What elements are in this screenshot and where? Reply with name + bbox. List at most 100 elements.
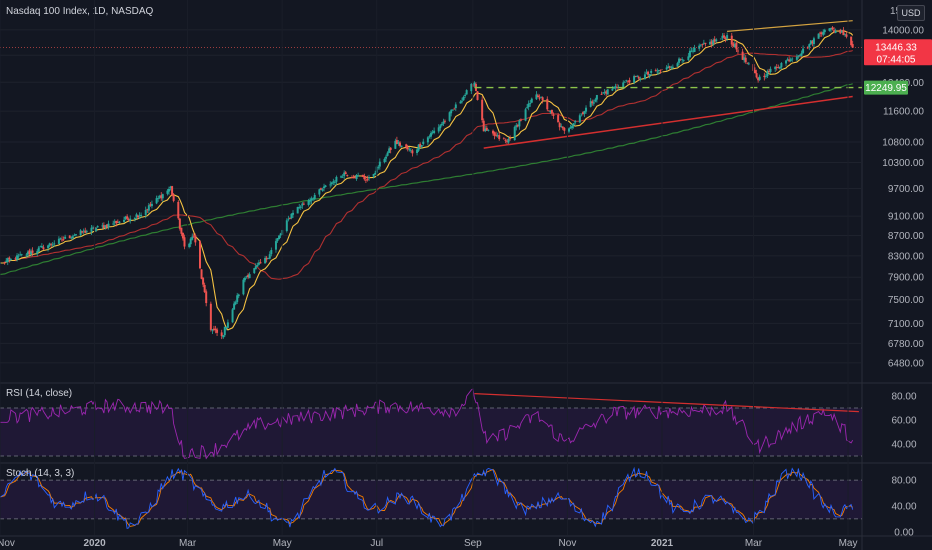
candle-body	[850, 36, 853, 46]
last-price-tag	[864, 39, 932, 66]
candle-body	[233, 303, 236, 310]
candle-body	[189, 238, 192, 245]
candle-body	[419, 143, 422, 148]
candle-body	[350, 177, 353, 178]
candle-body	[147, 205, 150, 211]
candle-body	[357, 175, 360, 177]
candle-body	[242, 279, 245, 295]
candle-body	[495, 134, 498, 136]
candle-body	[612, 87, 615, 89]
candle-body	[549, 110, 552, 113]
candle-body	[299, 206, 302, 208]
candle-body	[53, 243, 56, 245]
price-tick-label: 9700.00	[888, 184, 925, 195]
candle-body	[430, 133, 432, 137]
candle-body	[361, 174, 364, 177]
time-tick-label: 2021	[651, 538, 674, 549]
candle-body	[124, 216, 127, 220]
candle-body	[309, 199, 312, 202]
candle-body	[634, 75, 637, 77]
time-tick-label: Nov	[0, 538, 15, 549]
candle-body	[715, 39, 718, 42]
candle-body	[535, 94, 538, 100]
candle-body	[437, 127, 440, 132]
candle-body	[526, 107, 529, 109]
candle-body	[833, 30, 836, 32]
price-tick-label: 7100.00	[888, 319, 925, 330]
candle-body	[592, 102, 595, 104]
price-tick-label: 10800.00	[882, 138, 924, 149]
candle-body	[389, 147, 392, 150]
candle-body	[611, 88, 614, 91]
time-tick-label: Nov	[559, 538, 577, 549]
candle-body	[267, 258, 270, 260]
candle-body	[636, 76, 639, 77]
candle-body	[136, 215, 139, 218]
candle-body	[583, 110, 586, 114]
candle-body	[780, 63, 783, 68]
candle-body	[637, 76, 640, 79]
candle-body	[823, 29, 826, 33]
candle-body	[200, 269, 203, 279]
candle-body	[690, 50, 693, 52]
candle-body	[150, 203, 153, 207]
candle-body	[264, 257, 267, 264]
candle-body	[763, 75, 766, 78]
candle-body	[177, 201, 180, 219]
candle-body	[766, 70, 769, 77]
candle-body	[567, 128, 570, 132]
candle-body	[812, 38, 815, 45]
candle-body	[144, 210, 147, 215]
time-tick-label: Jul	[370, 538, 383, 549]
candle-body	[95, 228, 98, 231]
candle-body	[79, 230, 82, 236]
candle-body	[519, 119, 522, 121]
stoch-tick-label: 0.00	[894, 527, 914, 538]
candle-body	[572, 123, 575, 126]
candle-body	[785, 60, 788, 64]
candle-body	[30, 251, 33, 255]
candle-body	[828, 28, 831, 31]
rising-trendline	[483, 95, 853, 149]
candle-body	[450, 110, 453, 114]
candle-body	[214, 328, 217, 331]
candle-body	[578, 115, 581, 123]
candle-body	[571, 125, 574, 129]
countdown-value: 07:44:05	[877, 54, 916, 65]
candle-body	[155, 198, 158, 204]
candle-body	[806, 47, 809, 49]
rsi-tick-label: 60.00	[891, 416, 916, 427]
candle-body	[140, 214, 143, 217]
candle-body	[231, 309, 234, 323]
candle-body	[59, 238, 62, 240]
currency-button[interactable]: USD	[897, 5, 925, 21]
time-tick-label: 2020	[83, 538, 106, 549]
candle-body	[516, 125, 519, 127]
candle-body	[616, 87, 619, 88]
candle-body	[721, 35, 724, 39]
level-price-value: 12249.95	[865, 83, 907, 94]
rsi-divergence-line	[474, 393, 859, 413]
candle-body	[259, 262, 262, 264]
candle-body	[313, 194, 316, 200]
candle-body	[398, 142, 401, 146]
candle-body	[223, 326, 226, 336]
candle-body	[433, 130, 436, 134]
candle-body	[171, 186, 174, 196]
candle-body	[146, 208, 149, 210]
candle-body	[840, 30, 843, 33]
candle-body	[736, 50, 739, 52]
candle-body	[37, 247, 40, 252]
candle-body	[764, 76, 767, 78]
candle-body	[589, 101, 592, 107]
candle-body	[397, 142, 400, 144]
candle-body	[312, 198, 315, 200]
candle-body	[101, 225, 104, 227]
candle-body	[287, 218, 290, 220]
candle-body	[699, 45, 702, 47]
candle-body	[247, 275, 250, 278]
price-tick-label: 9100.00	[888, 212, 925, 223]
candle-body	[51, 244, 54, 246]
candle-body	[775, 67, 778, 68]
